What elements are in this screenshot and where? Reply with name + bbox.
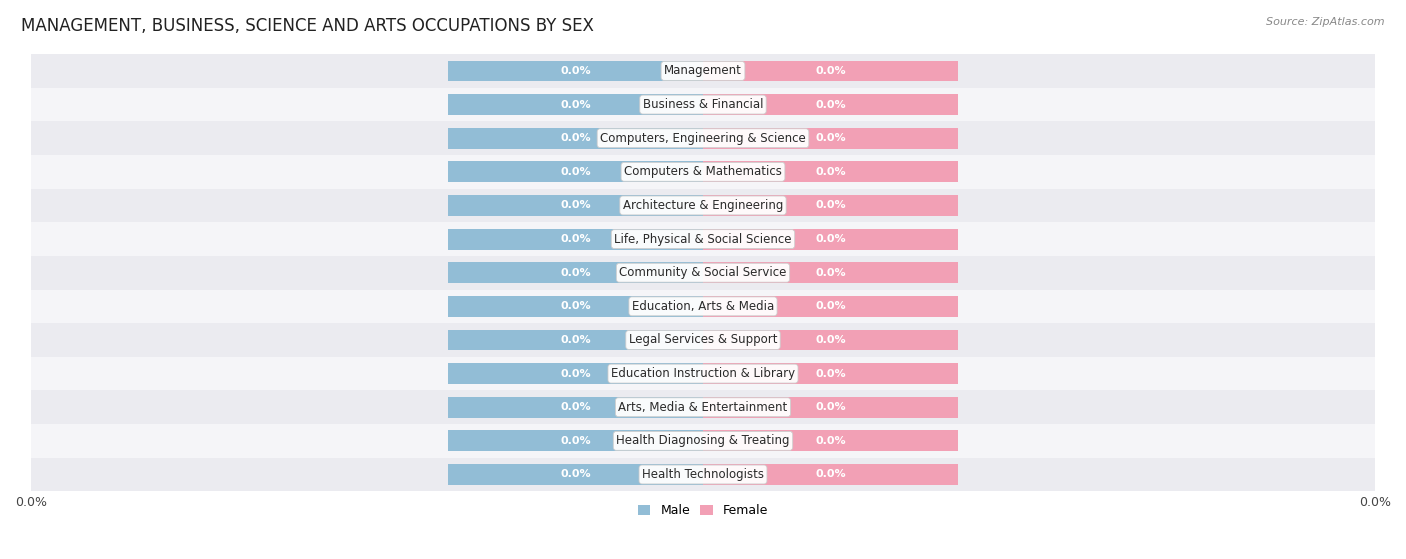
Bar [447, 296, 703, 317]
Text: 0.0%: 0.0% [560, 167, 591, 177]
Bar [447, 195, 703, 216]
Bar [703, 296, 959, 317]
Text: Health Technologists: Health Technologists [643, 468, 763, 481]
Text: Education, Arts & Media: Education, Arts & Media [631, 300, 775, 313]
Text: 0.0%: 0.0% [815, 268, 846, 278]
Text: 0.0%: 0.0% [815, 436, 846, 446]
Bar [31, 54, 1375, 88]
Text: 0.0%: 0.0% [815, 133, 846, 143]
Bar [703, 60, 959, 82]
Text: 0.0%: 0.0% [560, 66, 591, 76]
Bar [31, 121, 1375, 155]
Text: Education Instruction & Library: Education Instruction & Library [612, 367, 794, 380]
Text: 0.0%: 0.0% [815, 234, 846, 244]
Text: 0.0%: 0.0% [815, 66, 846, 76]
Bar [31, 424, 1375, 458]
Bar [31, 458, 1375, 491]
Bar [703, 262, 959, 283]
Bar [447, 162, 703, 182]
Bar [31, 390, 1375, 424]
Text: 0.0%: 0.0% [560, 100, 591, 110]
Text: 0.0%: 0.0% [560, 201, 591, 210]
Bar [31, 290, 1375, 323]
Text: 0.0%: 0.0% [560, 234, 591, 244]
Text: Architecture & Engineering: Architecture & Engineering [623, 199, 783, 212]
Text: Computers & Mathematics: Computers & Mathematics [624, 165, 782, 178]
Text: 0.0%: 0.0% [560, 402, 591, 412]
Text: 0.0%: 0.0% [815, 201, 846, 210]
Text: 0.0%: 0.0% [815, 100, 846, 110]
Bar [31, 88, 1375, 121]
Bar [703, 397, 959, 418]
Bar [31, 323, 1375, 357]
Text: Community & Social Service: Community & Social Service [619, 266, 787, 279]
Bar [703, 363, 959, 384]
Text: Source: ZipAtlas.com: Source: ZipAtlas.com [1267, 17, 1385, 27]
Text: 0.0%: 0.0% [815, 167, 846, 177]
Bar [31, 222, 1375, 256]
Text: Computers, Engineering & Science: Computers, Engineering & Science [600, 132, 806, 145]
Bar [447, 60, 703, 82]
Bar [447, 363, 703, 384]
Bar [703, 128, 959, 149]
Bar [703, 330, 959, 350]
Text: 0.0%: 0.0% [815, 402, 846, 412]
Bar [703, 430, 959, 451]
Text: Business & Financial: Business & Financial [643, 98, 763, 111]
Bar [703, 195, 959, 216]
Text: 0.0%: 0.0% [560, 301, 591, 311]
Text: 0.0%: 0.0% [560, 133, 591, 143]
Bar [31, 357, 1375, 390]
Text: 0.0%: 0.0% [560, 436, 591, 446]
Bar [447, 430, 703, 451]
Bar [447, 94, 703, 115]
Text: 0.0%: 0.0% [560, 368, 591, 378]
Bar [703, 464, 959, 485]
Text: Life, Physical & Social Science: Life, Physical & Social Science [614, 233, 792, 245]
Text: 0.0%: 0.0% [560, 335, 591, 345]
Bar [31, 256, 1375, 290]
Bar [447, 229, 703, 249]
Text: 0.0%: 0.0% [560, 268, 591, 278]
Bar [703, 162, 959, 182]
Bar [703, 94, 959, 115]
Text: Legal Services & Support: Legal Services & Support [628, 334, 778, 347]
Bar [447, 128, 703, 149]
Text: 0.0%: 0.0% [815, 470, 846, 480]
Bar [447, 464, 703, 485]
Bar [447, 262, 703, 283]
Bar [447, 330, 703, 350]
Text: MANAGEMENT, BUSINESS, SCIENCE AND ARTS OCCUPATIONS BY SEX: MANAGEMENT, BUSINESS, SCIENCE AND ARTS O… [21, 17, 593, 35]
Text: 0.0%: 0.0% [560, 470, 591, 480]
Text: Arts, Media & Entertainment: Arts, Media & Entertainment [619, 401, 787, 414]
Legend: Male, Female: Male, Female [633, 499, 773, 522]
Text: Health Diagnosing & Treating: Health Diagnosing & Treating [616, 434, 790, 447]
Text: 0.0%: 0.0% [815, 335, 846, 345]
Text: 0.0%: 0.0% [815, 368, 846, 378]
Bar [447, 397, 703, 418]
Text: 0.0%: 0.0% [815, 301, 846, 311]
Bar [703, 229, 959, 249]
Bar [31, 155, 1375, 188]
Text: Management: Management [664, 64, 742, 78]
Bar [31, 188, 1375, 222]
